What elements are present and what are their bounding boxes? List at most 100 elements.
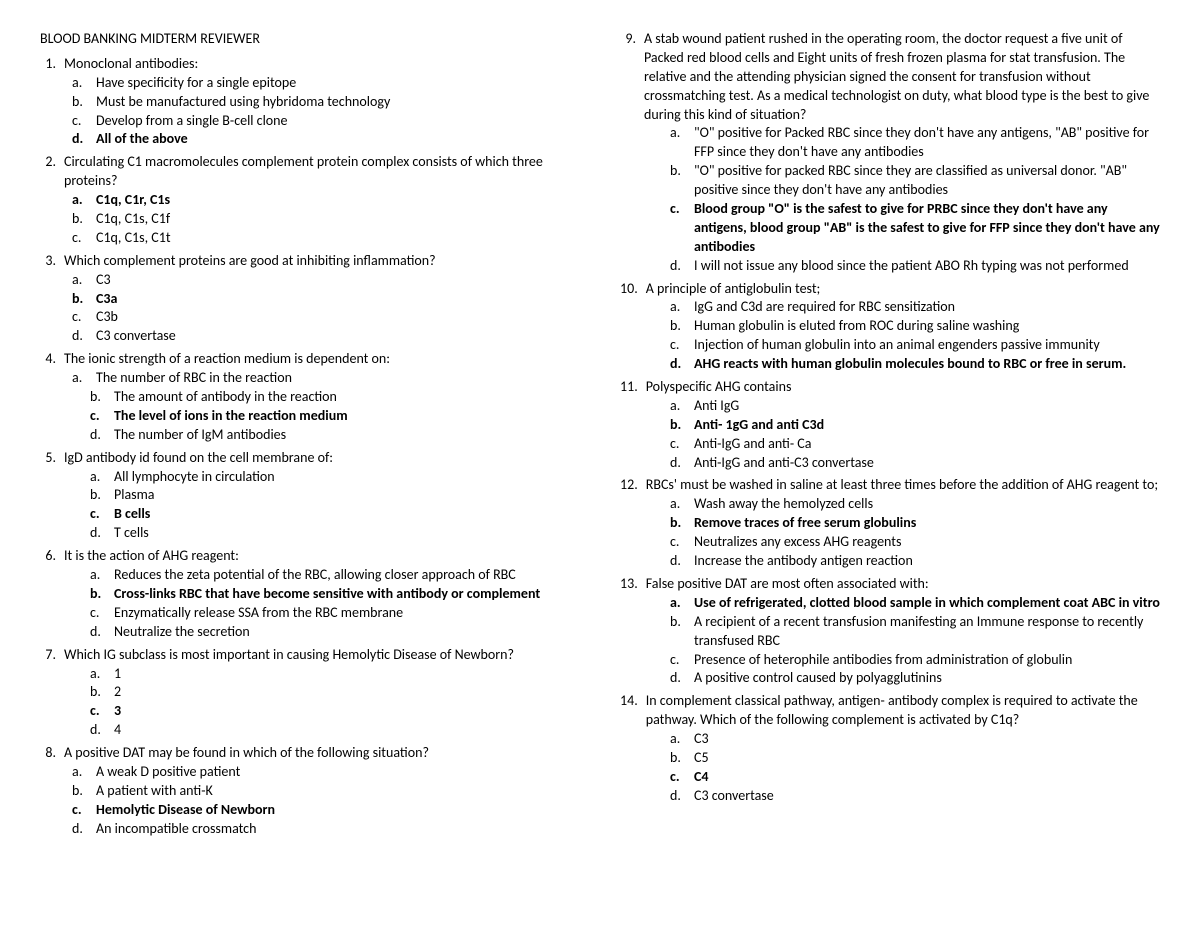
option-text: 2 xyxy=(114,683,580,702)
option-text: Reduces the zeta potential of the RBC, a… xyxy=(114,566,580,585)
options-list: a.Reduces the zeta potential of the RBC,… xyxy=(40,566,580,642)
option-label: b. xyxy=(90,585,114,604)
option-label: a. xyxy=(72,191,96,210)
option: d.AHG reacts with human globulin molecul… xyxy=(652,355,1160,374)
option: d.T cells xyxy=(72,524,580,543)
option: b.Human globulin is eluted from ROC duri… xyxy=(652,317,1160,336)
options-list: a.All lymphocyte in circulationb.Plasmac… xyxy=(40,468,580,544)
option-label: a. xyxy=(670,397,694,416)
option-text: Anti- 1gG and anti C3d xyxy=(694,416,1160,435)
question: 9.A stab wound patient rushed in the ope… xyxy=(620,30,1160,276)
option-label: c. xyxy=(72,308,96,327)
options-list: a.Wash away the hemolyzed cellsb.Remove … xyxy=(620,495,1160,571)
option-text: All of the above xyxy=(96,130,580,149)
option-text: All lymphocyte in circulation xyxy=(114,468,580,487)
option: c.C1q, C1s, C1t xyxy=(72,229,580,248)
option-label: c. xyxy=(90,604,114,623)
option-label: c. xyxy=(72,229,96,248)
option: d.I will not issue any blood since the p… xyxy=(652,257,1160,276)
question-number: 4. xyxy=(40,350,64,369)
question-text: IgD antibody id found on the cell membra… xyxy=(64,449,580,468)
option-text: C5 xyxy=(694,749,1160,768)
option-label: b. xyxy=(72,93,96,112)
option-label: b. xyxy=(670,162,694,181)
question-text: A stab wound patient rushed in the opera… xyxy=(644,30,1160,124)
option: b.Cross-links RBC that have become sensi… xyxy=(72,585,580,604)
option-text: AHG reacts with human globulin molecules… xyxy=(694,355,1160,374)
question-number: 2. xyxy=(40,153,64,172)
option: b.A patient with anti-K xyxy=(72,782,580,801)
question-number: 3. xyxy=(40,252,64,271)
option-text: Presence of heterophile antibodies from … xyxy=(694,651,1160,670)
option: d.C3 convertase xyxy=(72,327,580,346)
option: d.A positive control caused by polyagglu… xyxy=(652,669,1160,688)
option: d.4 xyxy=(72,721,580,740)
question: 3.Which complement proteins are good at … xyxy=(40,252,580,346)
option-label: c. xyxy=(670,768,694,787)
option-label: d. xyxy=(670,355,694,374)
question-text: RBCs' must be washed in saline at least … xyxy=(646,476,1160,495)
question-row: 13.False positive DAT are most often ass… xyxy=(620,575,1160,594)
option-label: c. xyxy=(90,505,114,524)
option-text: A positive control caused by polyaggluti… xyxy=(694,669,1160,688)
option: d.The number of IgM antibodies xyxy=(72,426,580,445)
option-text: Injection of human globulin into an anim… xyxy=(694,336,1160,355)
question-text: Monoclonal antibodies: xyxy=(64,55,580,74)
option: c.Presence of heterophile antibodies fro… xyxy=(652,651,1160,670)
option-text: Wash away the hemolyzed cells xyxy=(694,495,1160,514)
option-label: a. xyxy=(670,730,694,749)
option-label: c. xyxy=(90,702,114,721)
option-text: C1q, C1s, C1t xyxy=(96,229,580,248)
question-row: 9.A stab wound patient rushed in the ope… xyxy=(620,30,1160,124)
question-row: 2.Circulating C1 macromolecules compleme… xyxy=(40,153,580,191)
option-text: The number of RBC in the reaction xyxy=(96,369,580,388)
options-list: a.Have specificity for a single epitopeb… xyxy=(40,74,580,150)
option-label: d. xyxy=(90,524,114,543)
option-text: B cells xyxy=(114,505,580,524)
option-label: b. xyxy=(72,782,96,801)
question: 11.Polyspecific AHG containsa.Anti IgGb.… xyxy=(620,378,1160,472)
option-text: C1q, C1s, C1f xyxy=(96,210,580,229)
option-text: Plasma xyxy=(114,486,580,505)
question-text: A positive DAT may be found in which of … xyxy=(64,744,580,763)
option-label: a. xyxy=(90,468,114,487)
option-label: d. xyxy=(90,426,114,445)
option-label: c. xyxy=(670,336,694,355)
question-number: 9. xyxy=(620,30,644,49)
question-row: 10.A principle of antiglobulin test; xyxy=(620,280,1160,299)
option-label: a. xyxy=(670,124,694,143)
question-number: 7. xyxy=(40,646,64,665)
option: a.1 xyxy=(72,665,580,684)
option-text: Increase the antibody antigen reaction xyxy=(694,552,1160,571)
option-label: d. xyxy=(72,327,96,346)
option-text: C3a xyxy=(96,290,580,309)
question-text: Circulating C1 macromolecules complement… xyxy=(64,153,580,191)
option: b.Must be manufactured using hybridoma t… xyxy=(72,93,580,112)
option: b.The amount of antibody in the reaction xyxy=(72,388,580,407)
option: c.Injection of human globulin into an an… xyxy=(652,336,1160,355)
question-row: 11.Polyspecific AHG contains xyxy=(620,378,1160,397)
question-row: 6.It is the action of AHG reagent: xyxy=(40,547,580,566)
option: a.IgG and C3d are required for RBC sensi… xyxy=(652,298,1160,317)
option-text: Blood group "O" is the safest to give fo… xyxy=(694,200,1160,257)
option-label: b. xyxy=(670,613,694,632)
option-text: T cells xyxy=(114,524,580,543)
option-label: d. xyxy=(670,669,694,688)
option: c.3 xyxy=(72,702,580,721)
option: c.C4 xyxy=(652,768,1160,787)
document-page: BLOOD BANKING MIDTERM REVIEWER 1.Monoclo… xyxy=(40,30,1160,839)
question: 2.Circulating C1 macromolecules compleme… xyxy=(40,153,580,247)
option-text: The number of IgM antibodies xyxy=(114,426,580,445)
option-label: b. xyxy=(72,290,96,309)
question-row: 12.RBCs' must be washed in saline at lea… xyxy=(620,476,1160,495)
option-label: b. xyxy=(90,388,114,407)
option: a.Wash away the hemolyzed cells xyxy=(652,495,1160,514)
question: 7.Which IG subclass is most important in… xyxy=(40,646,580,740)
option-label: d. xyxy=(90,721,114,740)
option-label: b. xyxy=(90,683,114,702)
option: b.Plasma xyxy=(72,486,580,505)
option-text: C3 convertase xyxy=(96,327,580,346)
options-list: a.IgG and C3d are required for RBC sensi… xyxy=(620,298,1160,374)
question: 5.IgD antibody id found on the cell memb… xyxy=(40,449,580,543)
question: 10.A principle of antiglobulin test;a.Ig… xyxy=(620,280,1160,374)
